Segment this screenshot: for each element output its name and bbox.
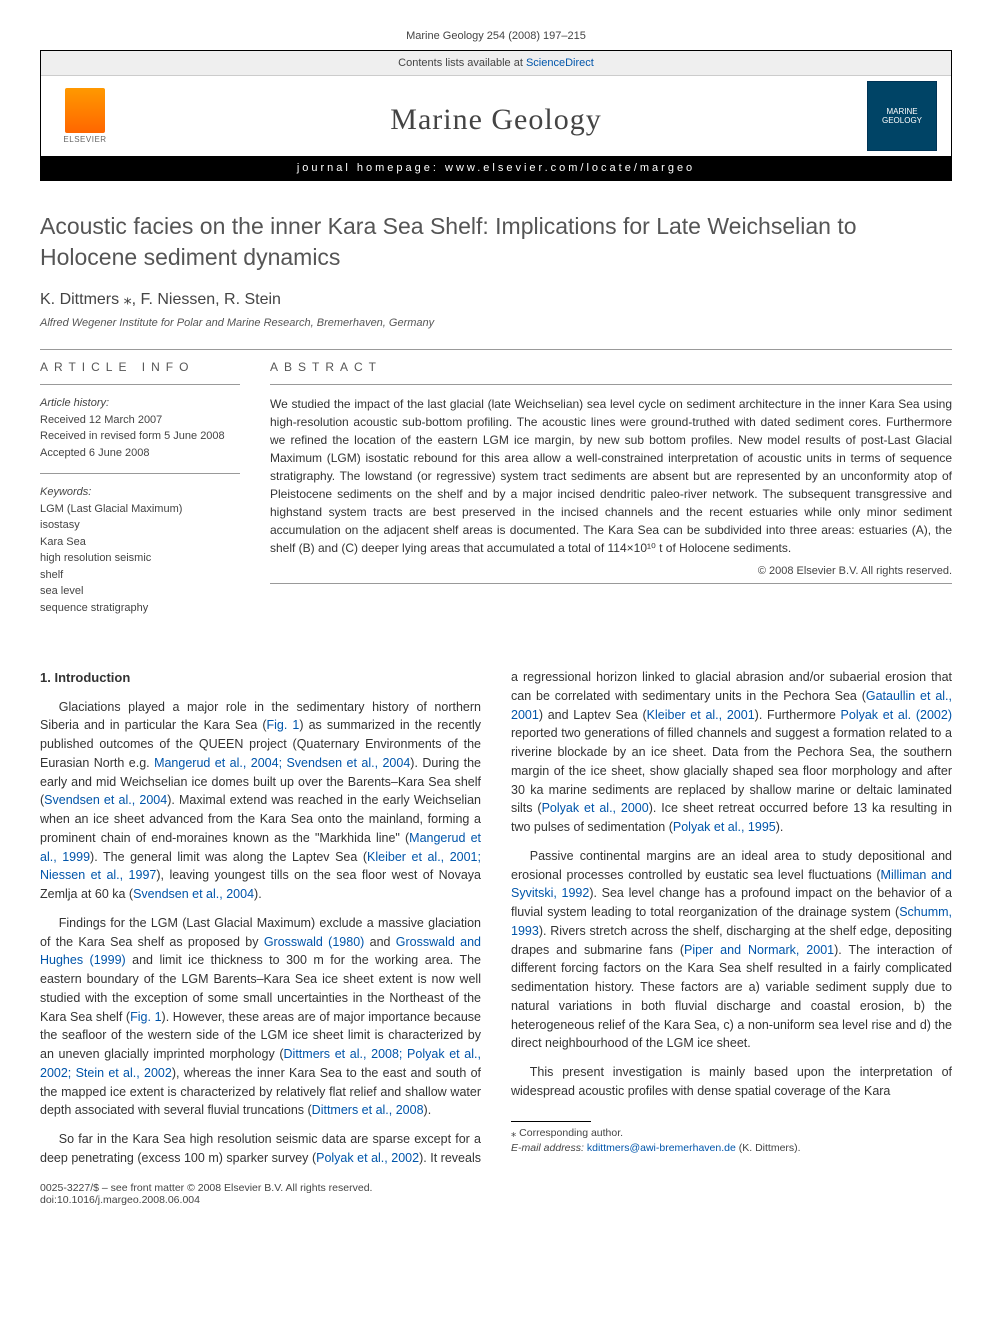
journal-cover-logo: MARINE GEOLOGY bbox=[867, 81, 937, 151]
citation-link[interactable]: Mangerud et al., 2004; Svendsen et al., … bbox=[154, 756, 410, 770]
homepage-prefix: journal homepage: bbox=[297, 162, 445, 174]
elsevier-logo-text: ELSEVIER bbox=[63, 135, 106, 144]
contents-list-prefix: Contents lists available at bbox=[398, 57, 526, 69]
elsevier-logo: ELSEVIER bbox=[55, 81, 115, 151]
citation-link[interactable]: Dittmers et al., 2008 bbox=[312, 1103, 424, 1117]
body-paragraph: Glaciations played a major role in the s… bbox=[40, 698, 481, 904]
affiliation: Alfred Wegener Institute for Polar and M… bbox=[40, 317, 952, 329]
sciencedirect-link[interactable]: ScienceDirect bbox=[526, 57, 594, 69]
body-paragraph: This present investigation is mainly bas… bbox=[511, 1063, 952, 1101]
abstract-column: ABSTRACT We studied the impact of the la… bbox=[270, 360, 952, 628]
footnote-block: ⁎ Corresponding author. E-mail address: … bbox=[511, 1121, 952, 1158]
email-link[interactable]: kdittmers@awi-bremerhaven.de bbox=[587, 1142, 736, 1154]
footer-row: 0025-3227/$ – see front matter © 2008 El… bbox=[40, 1182, 952, 1206]
keyword-item: high resolution seismic bbox=[40, 550, 240, 567]
citation-link[interactable]: Polyak et al. (2002) bbox=[841, 708, 952, 722]
homepage-url: www.elsevier.com/locate/margeo bbox=[445, 162, 695, 174]
citation-link[interactable]: Piper and Normark, 2001 bbox=[684, 943, 834, 957]
section-heading-introduction: 1. Introduction bbox=[40, 668, 481, 688]
footer-left: 0025-3227/$ – see front matter © 2008 El… bbox=[40, 1182, 372, 1206]
figure-link[interactable]: Fig. 1 bbox=[267, 718, 300, 732]
citation-link[interactable]: Polyak et al., 2000 bbox=[542, 801, 649, 815]
homepage-bar: journal homepage: www.elsevier.com/locat… bbox=[41, 156, 951, 180]
text-run: ). The interaction of different forcing … bbox=[511, 943, 952, 1051]
keywords-divider bbox=[40, 473, 240, 474]
citation-link[interactable]: Polyak et al., 2002 bbox=[316, 1151, 419, 1165]
doi-line: doi:10.1016/j.margeo.2008.06.004 bbox=[40, 1194, 372, 1206]
article-info-column: ARTICLE INFO Article history: Received 1… bbox=[40, 360, 240, 628]
email-line: E-mail address: kdittmers@awi-bremerhave… bbox=[511, 1141, 952, 1157]
citation-link[interactable]: Polyak et al., 1995 bbox=[673, 820, 776, 834]
history-received: Received 12 March 2007 bbox=[40, 412, 240, 429]
cover-logo-line1: MARINE bbox=[886, 107, 917, 116]
citation-link[interactable]: Grosswald (1980) bbox=[264, 935, 364, 949]
text-run: and bbox=[364, 935, 395, 949]
keyword-item: sea level bbox=[40, 583, 240, 600]
article-history: Article history: Received 12 March 2007 … bbox=[40, 395, 240, 461]
keyword-item: Kara Sea bbox=[40, 534, 240, 551]
keyword-item: shelf bbox=[40, 567, 240, 584]
email-suffix: (K. Dittmers). bbox=[736, 1142, 801, 1154]
keyword-item: isostasy bbox=[40, 517, 240, 534]
issn-line: 0025-3227/$ – see front matter © 2008 El… bbox=[40, 1182, 372, 1194]
text-run: ). bbox=[424, 1103, 432, 1117]
abstract-text: We studied the impact of the last glacia… bbox=[270, 395, 952, 557]
header-middle: ELSEVIER Marine Geology MARINE GEOLOGY bbox=[41, 76, 951, 156]
body-paragraph: Passive continental margins are an ideal… bbox=[511, 847, 952, 1053]
body-paragraph: Findings for the LGM (Last Glacial Maxim… bbox=[40, 914, 481, 1120]
journal-title: Marine Geology bbox=[390, 103, 601, 137]
info-divider bbox=[40, 384, 240, 385]
article-info-label: ARTICLE INFO bbox=[40, 360, 240, 374]
history-accepted: Accepted 6 June 2008 bbox=[40, 445, 240, 462]
corresponding-author-note: ⁎ Corresponding author. bbox=[511, 1126, 952, 1142]
citation-link[interactable]: Svendsen et al., 2004 bbox=[133, 887, 254, 901]
citation-link[interactable]: Svendsen et al., 2004 bbox=[44, 793, 167, 807]
text-run: ). The general limit was along the Lapte… bbox=[90, 850, 367, 864]
authors: K. Dittmers ⁎, F. Niessen, R. Stein bbox=[40, 289, 952, 309]
footnote-divider bbox=[511, 1121, 591, 1122]
figure-link[interactable]: Fig. 1 bbox=[130, 1010, 161, 1024]
divider-top bbox=[40, 349, 952, 350]
journal-reference: Marine Geology 254 (2008) 197–215 bbox=[40, 30, 952, 42]
text-run: ). Furthermore bbox=[755, 708, 841, 722]
contents-list-bar: Contents lists available at ScienceDirec… bbox=[41, 51, 951, 76]
keywords-heading: Keywords: bbox=[40, 484, 240, 501]
copyright-text: © 2008 Elsevier B.V. All rights reserved… bbox=[270, 565, 952, 577]
citation-link[interactable]: Kleiber et al., 2001 bbox=[647, 708, 755, 722]
keywords-block: Keywords: LGM (Last Glacial Maximum) iso… bbox=[40, 484, 240, 616]
history-heading: Article history: bbox=[40, 395, 240, 412]
abstract-bottom-divider bbox=[270, 583, 952, 584]
journal-header: Contents lists available at ScienceDirec… bbox=[40, 50, 952, 181]
email-label: E-mail address: bbox=[511, 1142, 587, 1154]
abstract-divider bbox=[270, 384, 952, 385]
article-title: Acoustic facies on the inner Kara Sea Sh… bbox=[40, 211, 952, 273]
keyword-item: sequence stratigraphy bbox=[40, 600, 240, 617]
cover-logo-line2: GEOLOGY bbox=[882, 116, 922, 125]
abstract-label: ABSTRACT bbox=[270, 360, 952, 374]
body-text: 1. Introduction Glaciations played a maj… bbox=[40, 668, 952, 1168]
history-revised: Received in revised form 5 June 2008 bbox=[40, 428, 240, 445]
elsevier-tree-icon bbox=[65, 88, 105, 133]
text-run: ). bbox=[776, 820, 784, 834]
text-run: ) and Laptev Sea ( bbox=[539, 708, 647, 722]
text-run: ). bbox=[254, 887, 262, 901]
meta-abstract-row: ARTICLE INFO Article history: Received 1… bbox=[40, 360, 952, 628]
keyword-item: LGM (Last Glacial Maximum) bbox=[40, 501, 240, 518]
